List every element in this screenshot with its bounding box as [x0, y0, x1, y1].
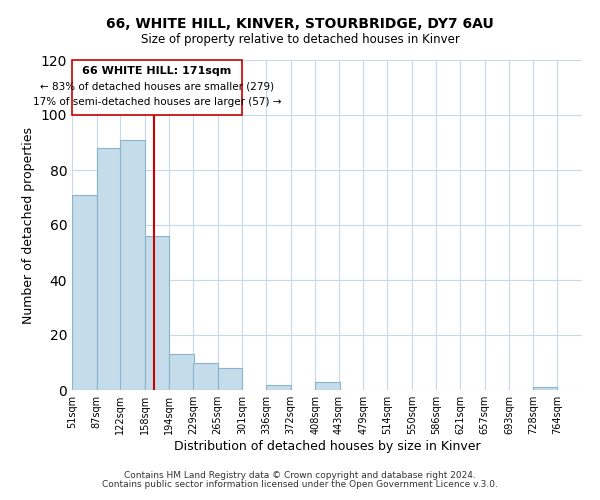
Bar — [218, 368, 242, 390]
Bar — [145, 236, 169, 390]
Bar — [72, 194, 97, 390]
Bar — [193, 362, 218, 390]
FancyBboxPatch shape — [72, 60, 242, 115]
Bar — [97, 148, 121, 390]
Bar — [169, 354, 194, 390]
X-axis label: Distribution of detached houses by size in Kinver: Distribution of detached houses by size … — [173, 440, 481, 453]
Text: 66 WHITE HILL: 171sqm: 66 WHITE HILL: 171sqm — [82, 66, 232, 76]
Bar — [315, 382, 340, 390]
Bar — [121, 140, 145, 390]
Text: Size of property relative to detached houses in Kinver: Size of property relative to detached ho… — [140, 32, 460, 46]
Text: Contains public sector information licensed under the Open Government Licence v.: Contains public sector information licen… — [102, 480, 498, 489]
Text: 66, WHITE HILL, KINVER, STOURBRIDGE, DY7 6AU: 66, WHITE HILL, KINVER, STOURBRIDGE, DY7… — [106, 18, 494, 32]
Y-axis label: Number of detached properties: Number of detached properties — [22, 126, 35, 324]
Text: Contains HM Land Registry data © Crown copyright and database right 2024.: Contains HM Land Registry data © Crown c… — [124, 471, 476, 480]
Bar — [533, 387, 557, 390]
Text: 17% of semi-detached houses are larger (57) →: 17% of semi-detached houses are larger (… — [33, 97, 281, 107]
Bar — [266, 384, 290, 390]
Text: ← 83% of detached houses are smaller (279): ← 83% of detached houses are smaller (27… — [40, 81, 274, 91]
